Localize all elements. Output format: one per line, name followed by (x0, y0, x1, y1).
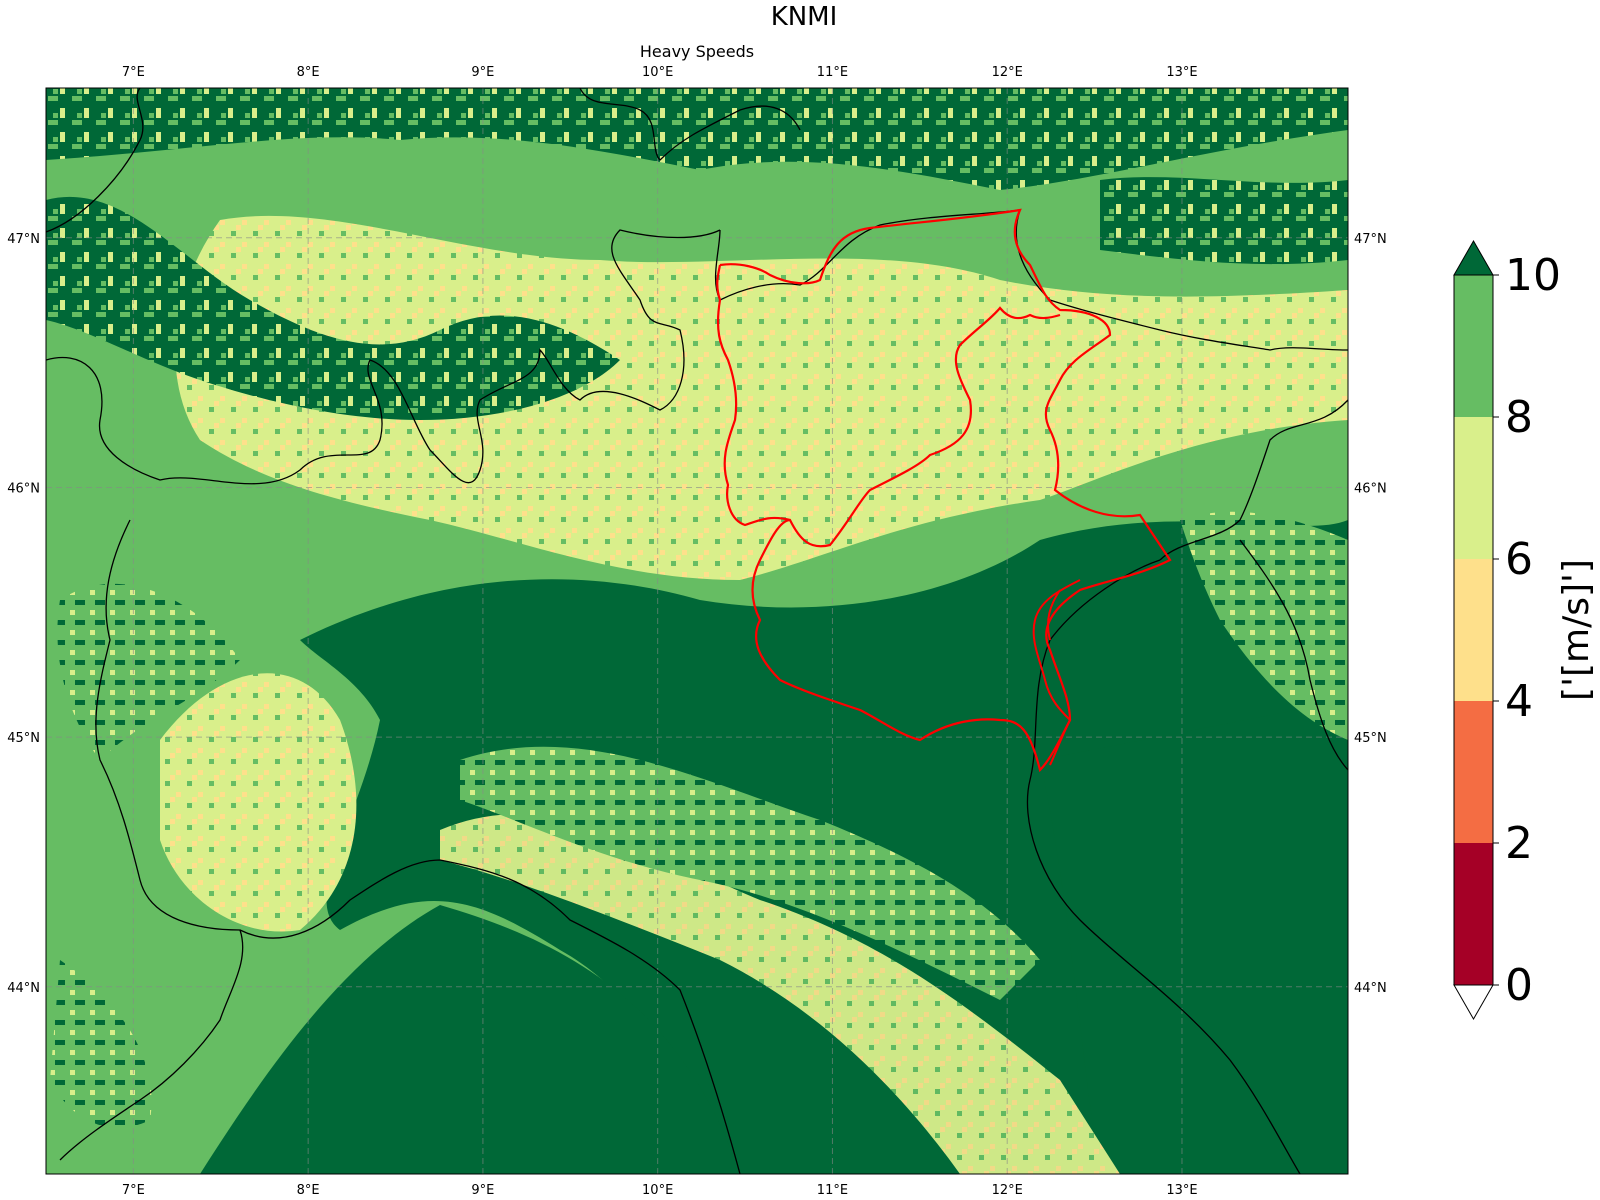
french-border (46, 88, 144, 233)
venice-lagoon (1032, 579, 1081, 766)
colorbar-tick-label: 10 (1505, 250, 1561, 301)
lat-tick-label-right: 44°N (1354, 981, 1387, 996)
lat-tick-label-right: 45°N (1354, 731, 1387, 746)
colorbar-frame (1453, 274, 1494, 986)
colorbar-tick-label: 4 (1505, 676, 1533, 727)
colorbar: 0 2 4 6 8 10 ['[m/s]'] (1453, 239, 1597, 1021)
liguria-coast (239, 859, 741, 1174)
lon-tick-label-top: 8°E (297, 65, 320, 80)
colorbar-segment (1454, 559, 1493, 701)
slovenia-border (1159, 399, 1348, 561)
lon-tick-label-top: 10°E (642, 65, 673, 80)
lat-tick-label-left: 45°N (7, 731, 40, 746)
field-west-alps-mid (57, 583, 241, 760)
colorbar-tick-label: 2 (1505, 818, 1533, 869)
germany-border (579, 88, 801, 161)
lon-tick-label-bottom: 7°E (122, 1183, 145, 1198)
colorbar-segment (1454, 417, 1493, 559)
colorbar-segment (1454, 701, 1493, 843)
field-west-alps-mid2 (50, 960, 152, 1128)
colorbar-segment (1454, 275, 1493, 417)
lon-tick-label-top: 13°E (1166, 65, 1197, 80)
swiss-border (46, 229, 721, 485)
west-border (59, 519, 244, 1161)
lat-tick-label-right: 46°N (1354, 481, 1387, 496)
colorbar-tick-label: 6 (1505, 534, 1533, 585)
lat-tick-label-left: 44°N (7, 981, 40, 996)
colorbar-tick-label: 0 (1505, 960, 1533, 1011)
lat-tick-label-left: 46°N (7, 481, 40, 496)
field-alps-dark (46, 196, 620, 420)
adriatic-coast (1026, 559, 1301, 1174)
colorbar-tick-label: 8 (1505, 392, 1533, 443)
lon-tick-label-bottom: 8°E (297, 1183, 320, 1198)
map-frame (45, 87, 1349, 1175)
istria-coast (1239, 539, 1348, 771)
lat-tick-label-left: 47°N (7, 232, 40, 247)
country-borders (46, 88, 1348, 1174)
colorbar-extend-min (1453, 984, 1494, 1021)
field-slovenia (1180, 511, 1348, 740)
field-north-dark (46, 88, 1348, 190)
field-apennines (440, 814, 1120, 1174)
wind-field (46, 88, 1348, 1174)
lon-tick-label-bottom: 10°E (642, 1183, 673, 1198)
field-east-dark (1100, 177, 1348, 265)
axis-ticks: 7°E 7°E 8°E 8°E 9°E 9°E 10°E 10°E 11°E 11°E 12°E 12… (7, 65, 1387, 1198)
colorbar-extend-max (1453, 239, 1494, 276)
lon-tick-label-bottom: 12°E (992, 1183, 1023, 1198)
field-apennines-mid (460, 746, 1040, 1000)
colorbar-label: ['[m/s]'] (1556, 559, 1597, 701)
lon-tick-label-top: 12°E (992, 65, 1023, 80)
colorbar-segment (1454, 843, 1493, 985)
lon-tick-label-top: 11°E (817, 65, 848, 80)
lat-tick-label-right: 47°N (1354, 232, 1387, 247)
lon-tick-label-top: 7°E (122, 65, 145, 80)
lon-tick-label-bottom: 11°E (817, 1183, 848, 1198)
graticule (46, 88, 1348, 1174)
lon-tick-label-top: 9°E (471, 65, 494, 80)
map-subtitle: Heavy Speeds (639, 42, 755, 61)
field-dolomites (749, 302, 1012, 470)
field-west-alps-light (160, 673, 357, 932)
map-title: KNMI (770, 2, 838, 32)
lon-tick-label-bottom: 13°E (1166, 1183, 1197, 1198)
field-ligurian (200, 905, 740, 1174)
lon-tick-label-bottom: 9°E (471, 1183, 494, 1198)
field-adriatic (1040, 700, 1348, 1174)
